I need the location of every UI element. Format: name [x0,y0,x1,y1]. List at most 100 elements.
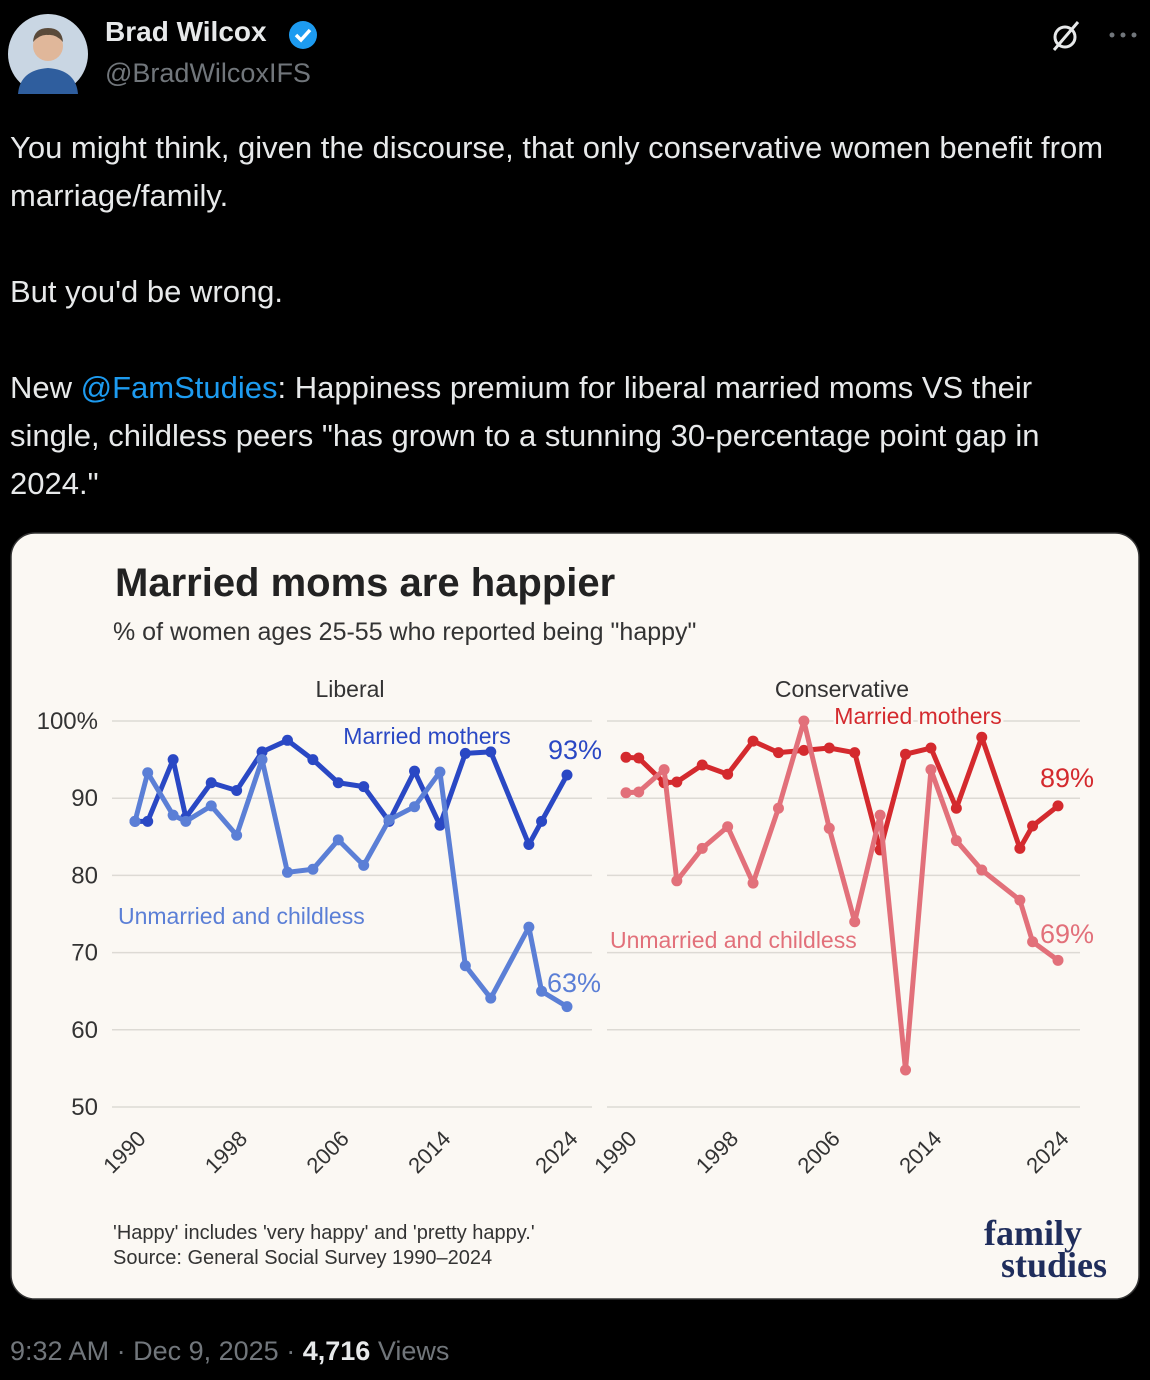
data-point [332,834,344,846]
chart-image: Married moms are happier % of women ages… [10,532,1140,1300]
views-label: Views [377,1336,450,1366]
data-point [459,747,471,759]
y-tick-label: 50 [71,1094,98,1121]
data-point [722,768,734,780]
chart-title: Married moms are happier [115,561,615,605]
data-point [358,859,370,871]
data-point [409,801,421,813]
text-run: You might think, given the discourse, th… [10,130,1104,213]
data-point [1027,936,1039,948]
data-point [536,985,548,997]
views-count: 4,716 [302,1336,371,1366]
data-point [167,754,179,766]
data-point [849,747,861,759]
y-tick-label: 70 [71,940,98,967]
author-handle[interactable]: @BradWilcoxIFS [105,58,311,88]
paragraph: New @FamStudies: Happiness premium for l… [10,364,1130,508]
data-point [523,839,535,851]
data-point [658,764,670,776]
data-point [925,742,937,754]
logo-line: studies [1001,1245,1107,1285]
data-point [925,764,937,776]
data-point [180,815,192,827]
data-point [976,731,988,743]
data-point [772,802,784,814]
value-label: 69% [1040,919,1094,949]
text-run: New [10,370,81,405]
time[interactable]: 9:32 AM [10,1336,110,1366]
data-point [900,748,912,760]
data-point [434,819,446,831]
data-point [671,875,683,887]
y-tick-label: 90 [71,785,98,812]
value-label: 63% [547,968,601,998]
data-point [205,800,217,812]
data-point [976,864,988,876]
data-point [772,747,784,759]
data-point [561,1001,573,1013]
source: Source: General Social Survey 1990–2024 [113,1247,492,1269]
data-point [1014,894,1026,906]
paragraph: You might think, given the discourse, th… [10,124,1130,220]
data-point [332,777,344,789]
data-point [620,751,632,763]
data-point [747,735,759,747]
data-point [536,815,548,827]
date[interactable]: Dec 9, 2025 [133,1336,279,1366]
text-run: : Happiness premium for liberal married … [10,370,1040,501]
grok-icon-slash [1052,21,1080,51]
y-tick-label: 80 [71,862,98,889]
data-point [142,815,154,827]
data-point [485,992,497,1004]
more-menu[interactable] [1109,32,1137,38]
grok-icon[interactable] [1053,25,1077,49]
paragraph: But you'd be wrong. [10,268,1130,316]
data-point [671,776,683,788]
data-point [633,752,645,764]
data-point [167,809,179,821]
y-tick-label: 60 [71,1017,98,1044]
data-point [620,787,632,799]
data-point [798,744,810,756]
verified-check [294,28,312,43]
data-point [722,821,734,833]
data-point [1052,800,1064,812]
data-point [950,835,962,847]
data-point [307,863,319,875]
avatar-shirt [18,68,78,94]
data-point [256,754,268,766]
data-point [523,921,535,933]
data-point [1052,954,1064,966]
data-point [205,777,217,789]
data-point [1027,820,1039,832]
data-point [798,715,810,727]
data-point [434,766,446,778]
mention-link[interactable]: @FamStudies [80,370,278,405]
author-name[interactable]: Brad Wilcox [105,16,267,47]
separator: · [286,1336,296,1366]
logo-line: family [984,1213,1082,1253]
panel-title: Liberal [315,676,384,702]
series-label: Unmarried and childless [118,903,365,929]
data-point [383,814,395,826]
data-point [696,842,708,854]
data-point [358,781,370,793]
data-point [485,746,497,758]
series-label: Married mothers [343,723,510,749]
data-point [823,742,835,754]
data-point [281,734,293,746]
data-point [900,1064,912,1076]
data-point [696,759,708,771]
avatar-hair [33,28,63,42]
data-point [231,829,243,841]
tweet-meta: 9:32 AM · Dec 9, 2025 · 4,716 Views [10,1336,449,1367]
tweet-text: You might think, given the discourse, th… [10,124,1130,556]
data-point [307,754,319,766]
data-point [950,802,962,814]
data-point [256,746,268,758]
avatar-face [33,31,63,61]
verified-badge[interactable] [289,21,317,49]
header-graphics [8,14,1137,94]
series-label: Married mothers [834,703,1001,729]
